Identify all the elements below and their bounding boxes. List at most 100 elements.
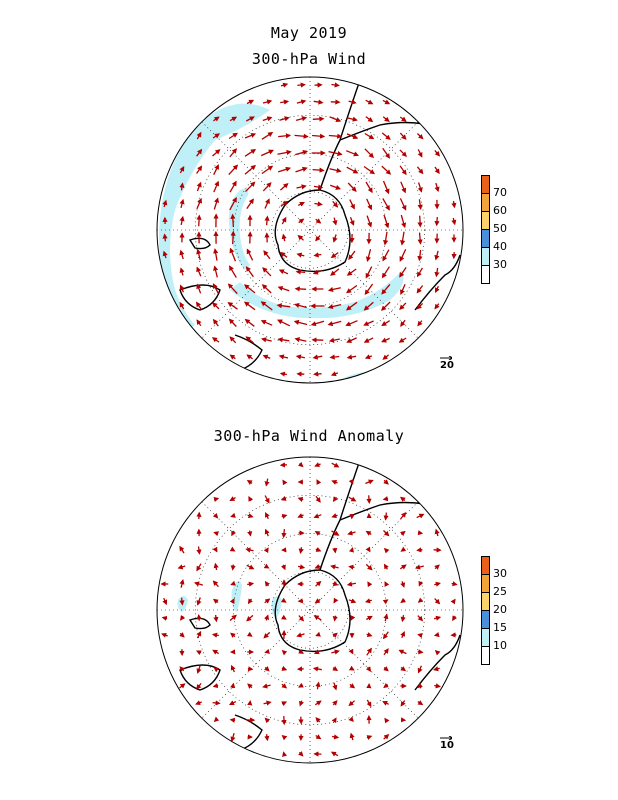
wind-vector bbox=[417, 182, 423, 193]
wind-vector bbox=[179, 165, 185, 174]
wind-vector bbox=[297, 82, 306, 88]
wind-vector bbox=[295, 149, 309, 156]
wind-vector bbox=[416, 547, 423, 553]
wind-vector bbox=[332, 217, 338, 226]
wind-vector bbox=[399, 116, 407, 122]
wind-vector bbox=[212, 649, 220, 655]
wind-vector bbox=[433, 666, 440, 672]
wind-vector bbox=[281, 683, 288, 689]
wind-vector bbox=[329, 116, 342, 122]
wind-vector bbox=[382, 116, 390, 123]
wind-vector bbox=[281, 701, 288, 707]
wind-vector bbox=[346, 268, 357, 276]
wind-vector bbox=[328, 133, 343, 139]
wind-vector bbox=[179, 215, 185, 226]
wind-vector bbox=[246, 480, 253, 485]
wind-vector bbox=[262, 182, 272, 192]
wind-vector bbox=[382, 99, 391, 105]
legend-color-box bbox=[481, 193, 490, 212]
wind-vector bbox=[229, 148, 238, 158]
wind-vector bbox=[384, 581, 390, 587]
wind-vector bbox=[297, 564, 306, 570]
wind-vector bbox=[213, 248, 219, 261]
wind-vector bbox=[312, 666, 322, 672]
legend-color-box bbox=[481, 574, 490, 593]
wind-vector bbox=[230, 230, 236, 245]
wind-vector bbox=[416, 166, 424, 175]
wind-vector bbox=[279, 116, 290, 122]
wind-vector bbox=[196, 319, 202, 327]
wind-vector bbox=[162, 199, 168, 208]
wind-vector bbox=[213, 164, 219, 175]
wind-vector bbox=[279, 251, 288, 258]
wind-vector bbox=[434, 564, 440, 570]
wind-vector bbox=[213, 197, 220, 210]
wind-vector bbox=[382, 631, 389, 640]
wind-vector bbox=[346, 284, 358, 294]
wind-vector bbox=[281, 233, 287, 242]
wind-vector bbox=[246, 99, 255, 105]
wind-vector bbox=[180, 615, 186, 621]
wind-vector bbox=[277, 319, 291, 327]
wind-vector bbox=[261, 284, 272, 294]
wind-vector bbox=[162, 233, 168, 242]
wind-vector bbox=[400, 597, 406, 603]
wind-vector bbox=[349, 199, 355, 210]
wind-vector bbox=[348, 598, 357, 604]
wind-vector bbox=[282, 751, 288, 757]
wind-vector bbox=[230, 564, 236, 571]
wind-vector bbox=[179, 182, 185, 191]
wind-vector bbox=[451, 217, 457, 226]
legend-tick-label: 60 bbox=[493, 204, 507, 217]
wind-vector bbox=[417, 633, 423, 639]
wind-vector bbox=[246, 198, 254, 209]
wind-vector bbox=[383, 512, 389, 521]
wind-vector bbox=[230, 632, 236, 638]
wind-vector bbox=[162, 597, 168, 606]
wind-vector bbox=[228, 700, 237, 706]
wind-vector bbox=[366, 647, 372, 656]
wind-vector bbox=[366, 632, 373, 638]
wind-vector bbox=[417, 615, 424, 622]
figure-date-title: May 2019 bbox=[270, 24, 348, 42]
wind-vector bbox=[382, 198, 390, 211]
wind-vector bbox=[434, 166, 440, 175]
wind-vector bbox=[365, 249, 372, 263]
wind-vector bbox=[365, 181, 373, 194]
wind-vector bbox=[312, 116, 325, 122]
wind-vector bbox=[333, 597, 339, 604]
wind-vector bbox=[400, 700, 406, 707]
wind-vector bbox=[161, 615, 168, 621]
wind-vector bbox=[230, 682, 236, 689]
legend-color-box bbox=[481, 265, 490, 284]
wind-vector bbox=[260, 149, 274, 157]
wind-vector bbox=[213, 116, 220, 122]
wind-vector bbox=[366, 215, 373, 228]
wind-map-gridlines bbox=[157, 77, 463, 383]
legend-color-box bbox=[481, 175, 490, 194]
wind-vector bbox=[345, 150, 360, 157]
wind-vector bbox=[331, 480, 338, 485]
wind-vector bbox=[399, 165, 407, 176]
wind-vector bbox=[331, 734, 340, 740]
wind-vector bbox=[279, 183, 289, 191]
wind-vector bbox=[246, 564, 255, 570]
wind-vector bbox=[315, 495, 321, 503]
wind-vector bbox=[383, 666, 389, 672]
wind-vector bbox=[277, 149, 292, 156]
wind-vector bbox=[196, 197, 202, 210]
wind-vector bbox=[230, 213, 236, 228]
legend-tick-label: 70 bbox=[493, 186, 507, 199]
legend-tick-label: 50 bbox=[493, 222, 507, 235]
wind-vector bbox=[229, 180, 237, 193]
wind-vector bbox=[417, 199, 423, 210]
wind-vector bbox=[314, 462, 321, 468]
wind-vector bbox=[280, 564, 286, 571]
wind-vector bbox=[383, 530, 390, 537]
wind-vector bbox=[348, 665, 355, 671]
wind-vector bbox=[179, 284, 185, 293]
wind-vector bbox=[349, 217, 355, 226]
wind-vectors bbox=[162, 82, 457, 377]
wind-vector bbox=[434, 683, 441, 689]
wind-vector bbox=[433, 615, 442, 621]
